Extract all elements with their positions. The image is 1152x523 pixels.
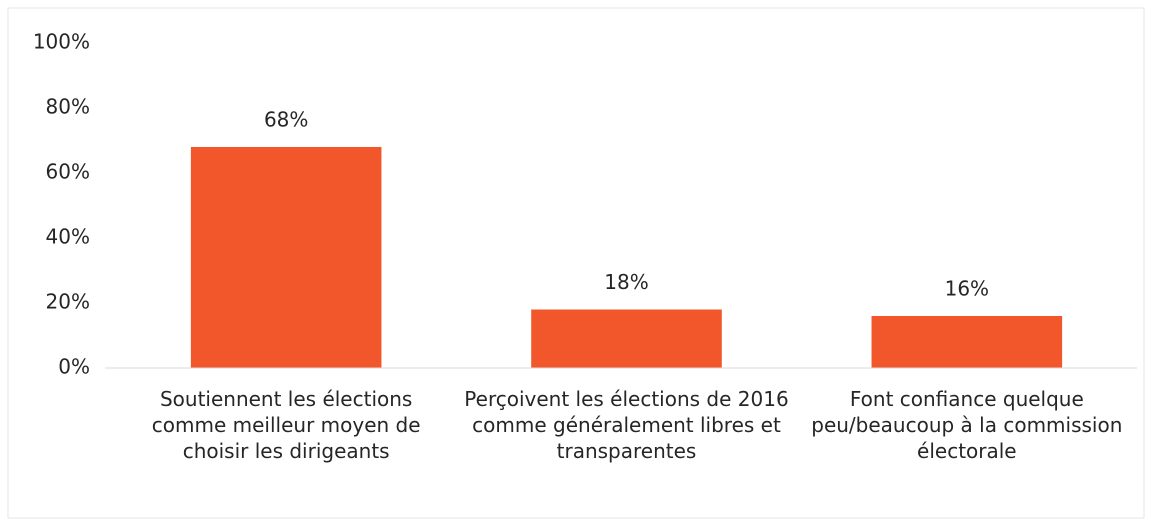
bar <box>871 316 1063 368</box>
x-tick-label: Perçoivent les élections de 2016 comme g… <box>464 387 789 463</box>
bar <box>190 147 382 368</box>
value-label: 16% <box>945 277 989 301</box>
y-tick-label: 0% <box>58 355 90 379</box>
value-label: 68% <box>264 108 308 132</box>
x-tick-label: Font confiance quelque peu/beaucoup à la… <box>811 387 1123 463</box>
x-tick-label: Soutiennent les élections comme meilleur… <box>151 387 421 463</box>
y-tick-label: 40% <box>46 225 90 249</box>
y-tick-label: 60% <box>46 160 90 184</box>
bar <box>531 309 722 368</box>
y-tick-label: 80% <box>46 95 90 119</box>
value-label: 18% <box>604 270 648 294</box>
y-tick-label: 20% <box>46 290 90 314</box>
chart-border <box>7 7 1145 519</box>
y-tick-label: 100% <box>33 30 90 54</box>
